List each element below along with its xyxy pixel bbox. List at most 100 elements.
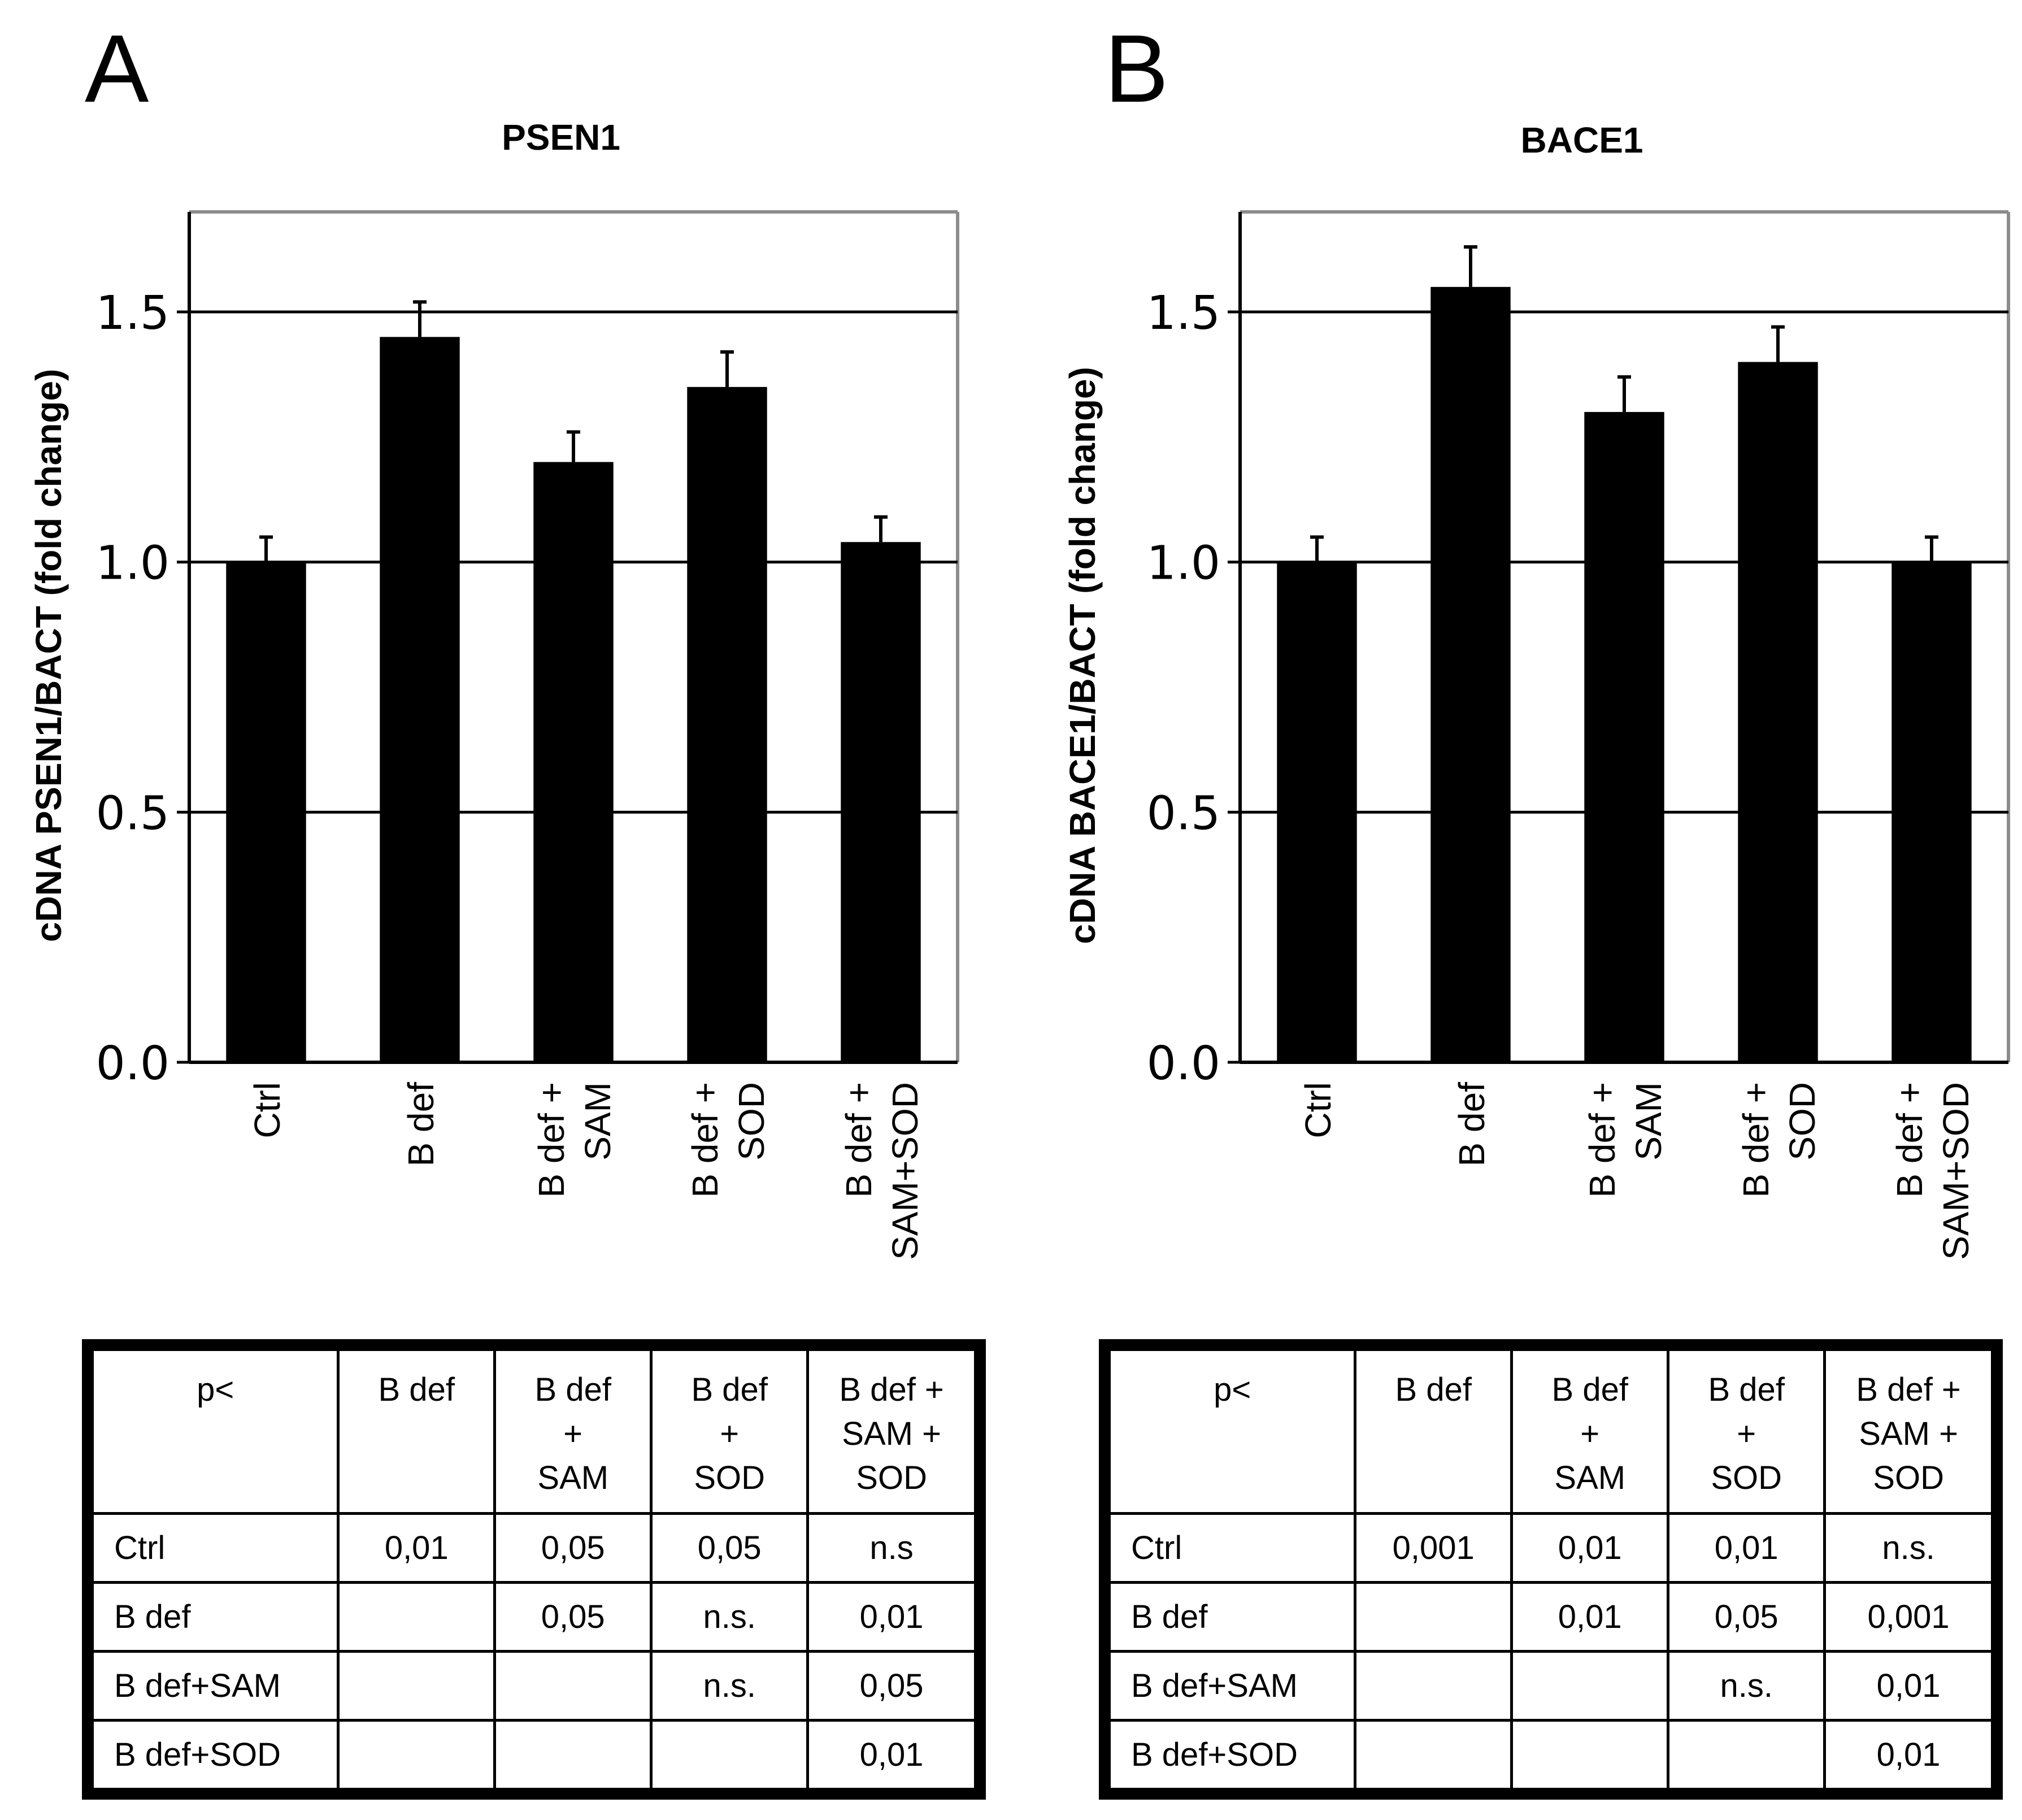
- p-value-cell: 0,05: [493, 1512, 653, 1584]
- bar: [1738, 362, 1818, 1062]
- panel-letter: A: [85, 15, 149, 123]
- table-row: Ctrl 0,001 0,01 0,01 n.s.: [1107, 1512, 1994, 1584]
- x-category-label: B def: [401, 1082, 441, 1167]
- x-category-label: B def +: [1582, 1082, 1623, 1198]
- p-value-cell: [493, 1719, 653, 1791]
- p-value-cell: 0,01: [1510, 1581, 1670, 1653]
- p-value-cell: [493, 1650, 653, 1722]
- bar: [533, 462, 614, 1063]
- p-value-cell: n.s.: [1667, 1650, 1827, 1722]
- x-category-label: SAM: [1628, 1082, 1669, 1161]
- p-value-cell: 0,01: [806, 1719, 977, 1791]
- corner-cell: p<: [1107, 1348, 1357, 1515]
- p-value-cell: 0,01: [1667, 1512, 1827, 1584]
- p-value-cell: 0,01: [1510, 1512, 1670, 1584]
- column-header: B def: [337, 1348, 497, 1515]
- row-label: B def+SAM: [90, 1650, 340, 1722]
- p-value-cell: [1510, 1650, 1670, 1722]
- column-header: B def + SOD: [650, 1348, 810, 1515]
- p-value-cell: n.s: [806, 1512, 977, 1584]
- panel-letter: B: [1105, 15, 1168, 123]
- bar: [841, 542, 921, 1062]
- table-header-row: p< B def B def + SAM B def + SOD B def +…: [1107, 1348, 1994, 1515]
- row-label: B def: [90, 1581, 340, 1653]
- y-tick-label: 0.0: [96, 1037, 169, 1091]
- y-tick-label: 0.0: [1147, 1037, 1220, 1091]
- p-value-cell: [650, 1719, 810, 1791]
- y-tick-label: 1.0: [96, 537, 169, 590]
- table-row: B def+SOD 0,01: [1107, 1719, 1994, 1791]
- bar: [226, 562, 306, 1062]
- p-value-cell: [1354, 1719, 1514, 1791]
- x-category-label: Ctrl: [1298, 1082, 1338, 1139]
- y-tick-label: 0.5: [96, 787, 169, 840]
- column-header: B def + SOD: [1667, 1348, 1827, 1515]
- bar: [1891, 562, 1972, 1062]
- x-category-label: SAM+SOD: [1936, 1082, 1976, 1260]
- p-value-cell: [337, 1581, 497, 1653]
- p-value-cell: 0,05: [650, 1512, 810, 1584]
- column-header: B def: [1354, 1348, 1514, 1515]
- column-header: B def + SAM + SOD: [806, 1348, 977, 1515]
- bar: [1430, 286, 1511, 1062]
- y-tick-label: 0.5: [1147, 787, 1220, 840]
- bar: [687, 386, 767, 1062]
- y-axis-label: cDNA BACE1/BACT (fold change): [1062, 367, 1103, 944]
- p-value-cell: [1354, 1581, 1514, 1653]
- p-value-cell: n.s.: [650, 1581, 810, 1653]
- table-row: B def 0,05 n.s. 0,01: [90, 1581, 977, 1653]
- table-row: Ctrl 0,01 0,05 0,05 n.s: [90, 1512, 977, 1584]
- p-value-cell: n.s.: [650, 1650, 810, 1722]
- bar: [380, 337, 460, 1063]
- table-row: B def+SOD 0,01: [90, 1719, 977, 1791]
- x-category-label: SAM: [577, 1082, 618, 1161]
- p-table: p< B def B def + SAM B def + SOD B def +…: [90, 1348, 977, 1791]
- p-value-cell: [337, 1719, 497, 1791]
- table-row: B def+SAM n.s. 0,01: [1107, 1650, 1994, 1722]
- p-value-cell: 0,05: [806, 1650, 977, 1722]
- column-header: B def + SAM: [1510, 1348, 1670, 1515]
- panel-b: B BACE1 cDNA BACE1/BACT (fold change) 0.…: [1062, 15, 2010, 1260]
- y-tick-label: 1.0: [1147, 537, 1220, 590]
- row-label: B def+SAM: [1107, 1650, 1357, 1722]
- chart-title: PSEN1: [502, 117, 620, 158]
- p-value-cell: [1510, 1719, 1670, 1791]
- p-value-cell: 0,05: [493, 1581, 653, 1653]
- x-category-label: Ctrl: [247, 1082, 288, 1139]
- table-row: B def 0,01 0,05 0,001: [1107, 1581, 1994, 1653]
- p-value-cell: [1667, 1719, 1827, 1791]
- bar: [1584, 412, 1664, 1062]
- y-tick-label: 1.5: [1147, 286, 1220, 340]
- p-value-table-b: p< B def B def + SAM B def + SOD B def +…: [1099, 1339, 2003, 1800]
- x-category-label: B def: [1451, 1082, 1492, 1167]
- x-category-label: SOD: [1782, 1082, 1823, 1161]
- row-label: B def+SOD: [1107, 1719, 1357, 1791]
- row-label: B def: [1107, 1581, 1357, 1653]
- p-value-table-a: p< B def B def + SAM B def + SOD B def +…: [82, 1339, 986, 1800]
- p-value-cell: 0,01: [1823, 1650, 1994, 1722]
- row-label: B def+SOD: [90, 1719, 340, 1791]
- x-category-label: B def +: [685, 1082, 725, 1198]
- table-row: B def+SAM n.s. 0,05: [90, 1650, 977, 1722]
- row-label: Ctrl: [1107, 1512, 1357, 1584]
- p-value-cell: 0,05: [1667, 1581, 1827, 1653]
- corner-cell: p<: [90, 1348, 340, 1515]
- p-value-cell: 0,001: [1354, 1512, 1514, 1584]
- y-axis-label: cDNA PSEN1/BACT (fold change): [28, 369, 69, 942]
- x-category-label: SOD: [731, 1082, 772, 1161]
- x-category-label: B def +: [531, 1082, 572, 1198]
- p-value-cell: n.s.: [1823, 1512, 1994, 1584]
- x-category-label: B def +: [1736, 1082, 1776, 1198]
- p-value-cell: 0,01: [1823, 1719, 1994, 1791]
- p-value-cell: 0,01: [806, 1581, 977, 1653]
- column-header: B def + SAM + SOD: [1823, 1348, 1994, 1515]
- p-value-cell: [337, 1650, 497, 1722]
- p-value-cell: 0,001: [1823, 1581, 1994, 1653]
- p-value-cell: [1354, 1650, 1514, 1722]
- p-value-cell: 0,01: [337, 1512, 497, 1584]
- chart-title: BACE1: [1521, 120, 1643, 160]
- x-category-label: SAM+SOD: [885, 1082, 925, 1260]
- p-table: p< B def B def + SAM B def + SOD B def +…: [1107, 1348, 1994, 1791]
